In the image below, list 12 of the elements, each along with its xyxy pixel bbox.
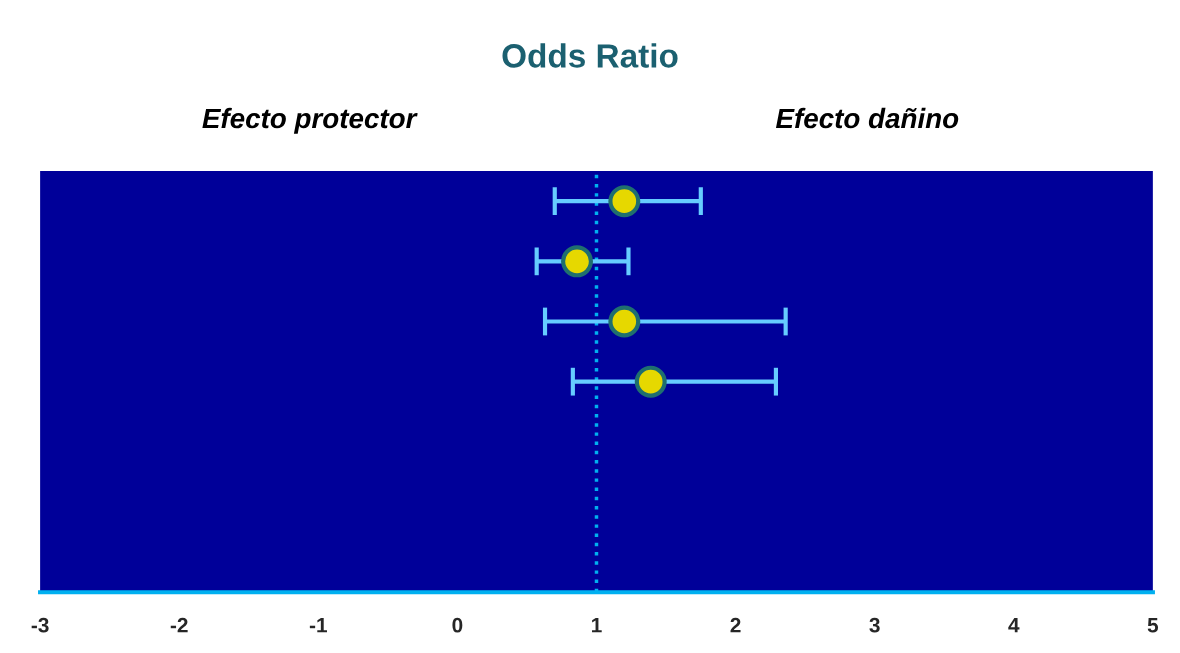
x-tick-label: -2	[170, 617, 188, 633]
x-tick-label: 0	[452, 617, 463, 633]
text: Efecto protector	[202, 107, 418, 134]
x-tick-label: 5	[1147, 618, 1159, 633]
x-tick-label: -1	[309, 618, 327, 633]
chart-title: Odds Ratio	[502, 43, 678, 68]
text: Efecto dañino	[775, 107, 959, 129]
x-tick-label: 1	[592, 618, 602, 633]
x-tick-label: 2	[730, 617, 741, 633]
x-tick-label: 4	[1008, 618, 1020, 633]
x-tick-label: 3	[869, 617, 880, 633]
x-tick-label: -3	[31, 617, 49, 633]
